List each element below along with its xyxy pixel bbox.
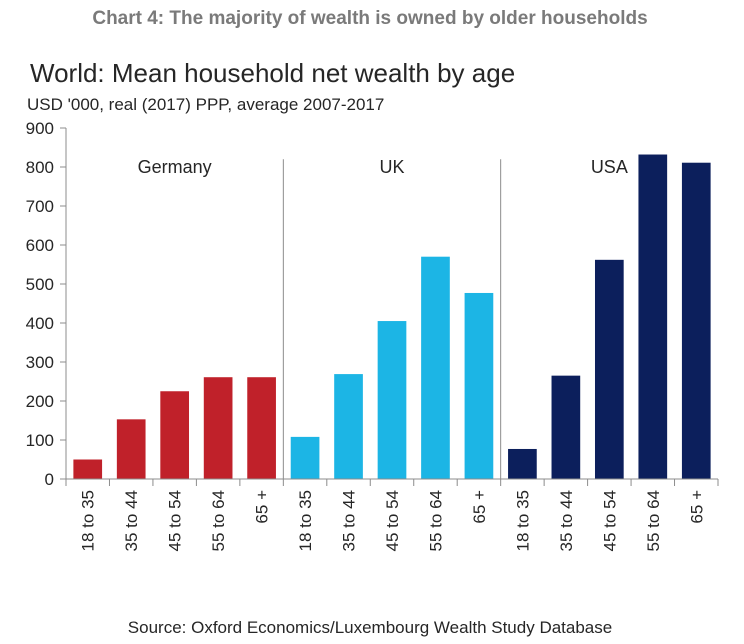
y-tick-label: 300	[26, 353, 54, 372]
chart-source: Source: Oxford Economics/Luxembourg Weal…	[127, 618, 613, 637]
chart-heading: Chart 4: The majority of wealth is owned…	[92, 8, 648, 29]
bar-germany-4	[203, 377, 233, 479]
x-tick-label: 45 to 54	[166, 490, 185, 551]
bars	[73, 154, 711, 479]
y-tick-label: 600	[26, 236, 54, 255]
x-tick-label: 65 +	[470, 490, 489, 524]
bar-germany-5	[247, 377, 276, 479]
x-tick-label: 45 to 54	[383, 490, 402, 551]
group-label-usa: USA	[591, 157, 628, 177]
group-labels: Germany UK USA	[138, 157, 628, 177]
chart-subtitle: USD '000, real (2017) PPP, average 2007-…	[27, 95, 385, 114]
bar-germany-3	[160, 391, 190, 479]
bar-germany-1	[73, 459, 103, 479]
y-tick-label: 400	[26, 314, 54, 333]
x-tick-label: 55 to 64	[209, 490, 228, 551]
x-tick-label: 35 to 44	[122, 490, 141, 551]
y-tick-label: 800	[26, 158, 54, 177]
y-tick-label: 500	[26, 275, 54, 294]
bar-usa-5	[681, 162, 711, 479]
group-label-germany: Germany	[138, 157, 212, 177]
bar-uk-1	[290, 436, 320, 479]
bar-uk-5	[464, 292, 494, 479]
group-label-uk: UK	[379, 157, 404, 177]
x-tick-label: 65 +	[687, 490, 706, 524]
y-tick-label: 200	[26, 392, 54, 411]
x-axis: 18 to 35 35 to 44 45 to 54 55 to 64 65 + 18 t…	[65, 478, 719, 551]
y-tick-label: 100	[26, 431, 54, 450]
x-tick-label: 35 to 44	[557, 490, 576, 551]
group-dividers	[282, 159, 502, 479]
bar-usa-1	[508, 448, 537, 479]
x-tick-label: 18 to 35	[513, 490, 532, 551]
bar-germany-2	[116, 419, 146, 479]
x-tick-label: 65 +	[253, 490, 272, 524]
y-tick-label: 0	[45, 470, 54, 489]
bar-usa-2	[551, 375, 581, 479]
x-tick-label: 35 to 44	[340, 490, 359, 551]
bar-usa-3	[594, 259, 624, 479]
x-tick-label: 55 to 64	[426, 490, 445, 551]
x-tick-label: 45 to 54	[600, 490, 619, 551]
chart-title: World: Mean household net wealth by age	[30, 58, 516, 88]
x-tick-label: 18 to 35	[79, 490, 98, 551]
y-tick-label: 700	[26, 197, 54, 216]
y-tick-label: 900	[26, 119, 54, 138]
bar-uk-3	[377, 321, 407, 479]
bar-usa-4	[638, 154, 668, 479]
x-tick-label: 55 to 64	[644, 490, 663, 551]
bar-uk-2	[334, 374, 363, 479]
y-axis: 0 100 200 300 400 500 600 700 800 900	[26, 119, 67, 489]
x-tick-label: 18 to 35	[296, 490, 315, 551]
bar-uk-4	[421, 256, 450, 479]
